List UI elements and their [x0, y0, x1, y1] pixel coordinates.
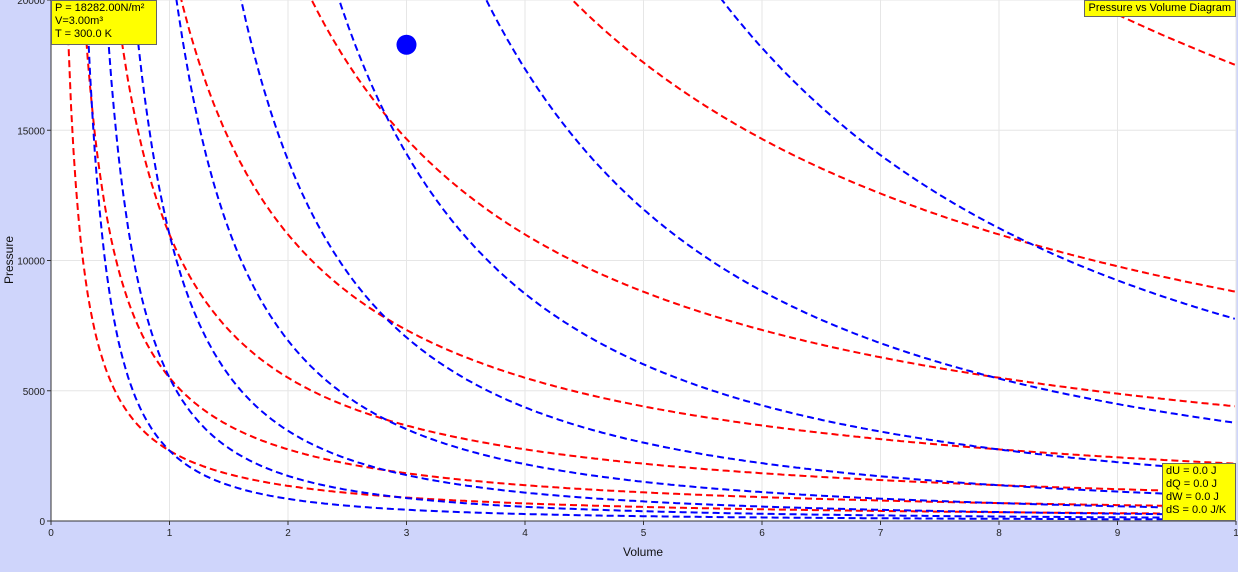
x-tick-label: 3	[404, 528, 410, 539]
ds-readout: dS = 0.0 J/K	[1166, 504, 1227, 516]
adiabat-curve	[85, 0, 1235, 521]
x-tick-label: 9	[1115, 528, 1121, 539]
state-point-marker	[396, 34, 417, 55]
adiabat-curve	[338, 0, 1235, 473]
y-tick-label: 0	[39, 517, 45, 528]
delta-readout: dU = 0.0 J dQ = 0.0 J dW = 0.0 J dS = 0.…	[1162, 463, 1236, 521]
du-readout: dU = 0.0 J	[1166, 465, 1217, 477]
isotherm-curve	[115, 0, 1235, 494]
y-tick-label: 15000	[17, 126, 45, 137]
y-tick-label: 5000	[23, 387, 46, 398]
adiabat-curve	[175, 0, 1235, 510]
y-axis-label: Pressure	[2, 236, 16, 284]
adiabat-curve	[485, 0, 1235, 424]
isotherm-curve	[180, 0, 1235, 465]
dw-readout: dW = 0.0 J	[1166, 491, 1219, 503]
x-tick-label: 1	[1233, 528, 1238, 539]
isotherm-curve	[310, 0, 1235, 408]
x-axis-label: Volume	[623, 545, 663, 559]
isotherm-curve	[570, 0, 1235, 293]
adiabat-curve	[132, 0, 1235, 516]
x-tick-label: 7	[878, 528, 884, 539]
x-tick-label: 0	[48, 528, 54, 539]
chart-title: Pressure vs Volume Diagram	[1083, 0, 1236, 17]
curves	[66, 0, 1236, 521]
state-readout: P = 18282.00N/m² V=3.00m³ T = 300.0 K	[51, 0, 157, 45]
y-tick-label: 20000	[17, 0, 45, 7]
dq-readout: dQ = 0.0 J	[1166, 478, 1218, 490]
temperature-readout: T = 300.0 K	[55, 28, 112, 40]
adiabat-curve	[720, 0, 1236, 320]
adiabat-curve	[240, 0, 1235, 498]
x-tick-label: 1	[167, 528, 173, 539]
x-tick-label: 5	[641, 528, 647, 539]
x-tick-label: 4	[522, 528, 528, 539]
x-tick-label: 6	[759, 528, 765, 539]
volume-readout: V=3.00m³	[55, 15, 103, 27]
isotherm-curve	[82, 0, 1235, 508]
state-point-layer	[396, 34, 417, 55]
pressure-readout: P = 18282.00N/m²	[55, 2, 145, 14]
y-tick-label: 10000	[17, 257, 45, 268]
grid	[50, 0, 1237, 522]
x-tick-label: 8	[996, 528, 1002, 539]
x-tick-label: 2	[285, 528, 291, 539]
